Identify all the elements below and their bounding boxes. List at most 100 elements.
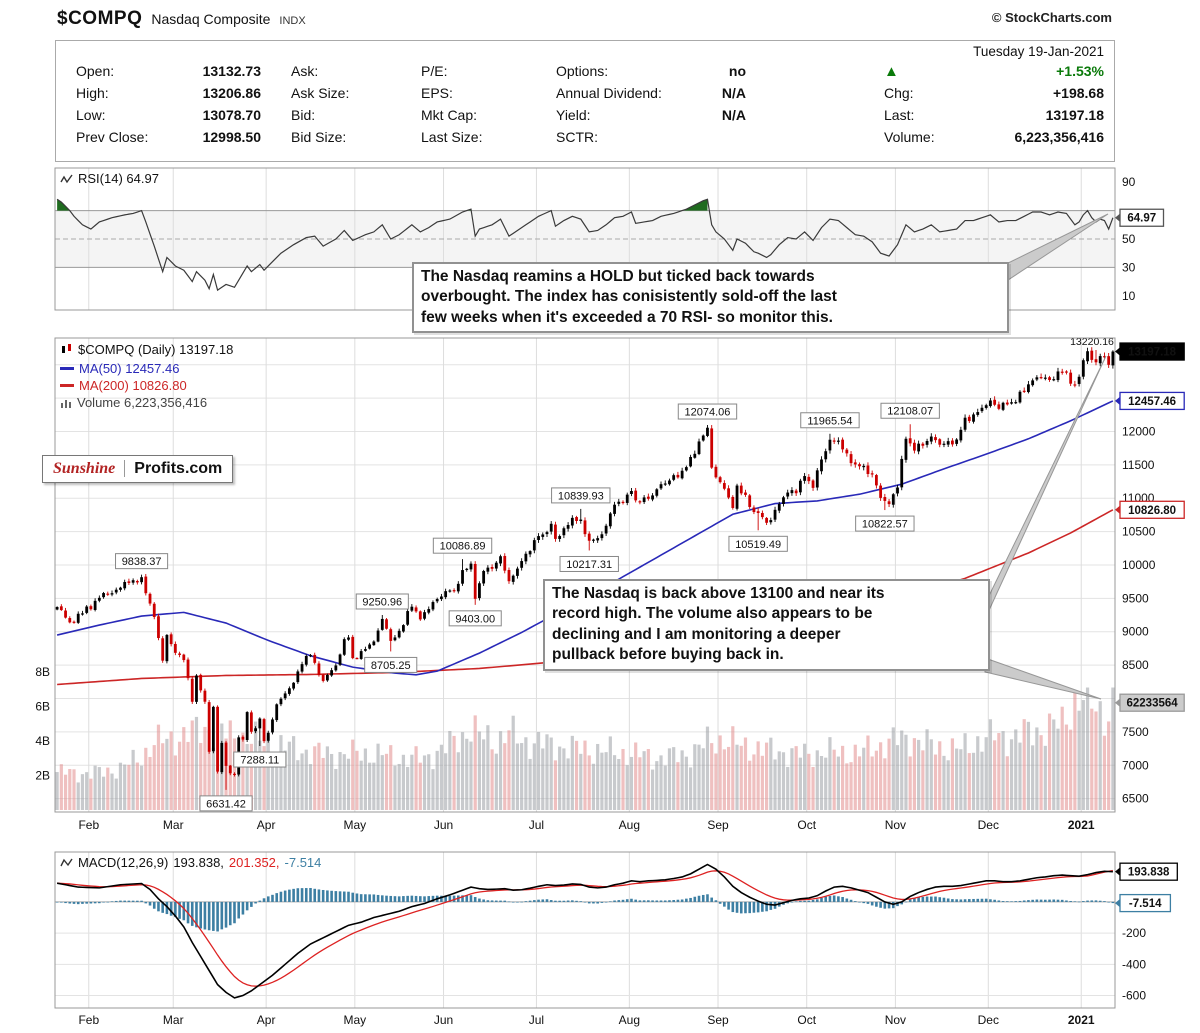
macd-legend-label: MACD(12,26,9) bbox=[78, 855, 169, 870]
ma200-legend: MA(200) 10826.80 bbox=[60, 378, 187, 393]
exchange-label: INDX bbox=[279, 15, 306, 27]
rsi-indicator-icon bbox=[60, 174, 73, 183]
svg-text:13197.18: 13197.18 bbox=[1128, 347, 1177, 359]
svg-text:10: 10 bbox=[1122, 289, 1136, 303]
quote-label: Chg: bbox=[884, 85, 914, 101]
macd-indicator-icon bbox=[60, 858, 73, 866]
volume-legend: Volume 6,223,356,416 bbox=[60, 395, 207, 410]
ma50-line-icon bbox=[60, 367, 74, 370]
macd-hist-value: -7.514 bbox=[284, 855, 322, 870]
svg-text:10839.93: 10839.93 bbox=[558, 490, 604, 502]
svg-text:12108.07: 12108.07 bbox=[887, 406, 933, 418]
svg-text:9403.00: 9403.00 bbox=[455, 613, 495, 625]
quote-value: 13206.86 bbox=[202, 85, 261, 101]
svg-text:9250.96: 9250.96 bbox=[362, 596, 402, 608]
svg-text:May: May bbox=[344, 1013, 367, 1027]
quote-label: Last Size: bbox=[421, 129, 483, 145]
svg-text:Oct: Oct bbox=[797, 818, 816, 832]
volume-bars-icon bbox=[61, 400, 71, 408]
up-triangle-icon: ▲ bbox=[884, 63, 899, 80]
quote-value: 13197.18 bbox=[1045, 107, 1104, 123]
svg-text:Jul: Jul bbox=[529, 818, 544, 832]
ma200-line-icon bbox=[60, 384, 74, 387]
quote-value: 12998.50 bbox=[202, 129, 261, 145]
svg-text:6631.42: 6631.42 bbox=[206, 798, 246, 810]
quote-date: Tuesday 19-Jan-2021 bbox=[973, 44, 1104, 59]
svg-text:Feb: Feb bbox=[78, 818, 99, 832]
quote-label: Volume: bbox=[884, 129, 935, 145]
svg-text:13220.16: 13220.16 bbox=[1070, 336, 1114, 348]
svg-text:62233564: 62233564 bbox=[1127, 698, 1179, 710]
svg-text:6500: 6500 bbox=[1122, 792, 1149, 806]
symbol: $COMPQ bbox=[57, 8, 143, 29]
svg-text:8705.25: 8705.25 bbox=[371, 660, 411, 672]
quote-value: 13078.70 bbox=[202, 107, 261, 123]
svg-text:7000: 7000 bbox=[1122, 758, 1149, 772]
stockcharts-brand: © StockCharts.com bbox=[991, 10, 1112, 25]
svg-text:Mar: Mar bbox=[163, 818, 184, 832]
symbol-name: Nasdaq Composite bbox=[151, 11, 271, 27]
macd-value: 193.838, bbox=[173, 855, 224, 870]
quote-label: Ask: bbox=[291, 63, 319, 79]
svg-text:Jun: Jun bbox=[434, 1013, 453, 1027]
quote-label: EPS: bbox=[421, 85, 453, 101]
quote-label: Open: bbox=[76, 63, 115, 79]
rsi-annotation-line: The Nasdaq reamins a HOLD but ticked bac… bbox=[421, 268, 815, 285]
price-annotation-line: pullback before buying back in. bbox=[552, 646, 784, 664]
quote-label: Annual Dividend: bbox=[556, 85, 662, 101]
ma50-legend: MA(50) 12457.46 bbox=[60, 361, 179, 376]
ma50-legend-label: MA(50) 12457.46 bbox=[79, 361, 180, 376]
svg-text:Dec: Dec bbox=[978, 1013, 999, 1027]
quote-value: N/A bbox=[721, 85, 746, 101]
quote-label: Bid: bbox=[291, 107, 316, 123]
title-bar: $COMPQ Nasdaq Composite INDX bbox=[57, 8, 306, 30]
svg-text:Apr: Apr bbox=[257, 818, 276, 832]
quote-value: no bbox=[728, 63, 746, 79]
svg-text:11965.54: 11965.54 bbox=[807, 415, 852, 427]
svg-text:Feb: Feb bbox=[78, 1013, 99, 1027]
price-annotation: The Nasdaq is back above 13100 and near … bbox=[543, 579, 990, 671]
logo-sunshine: Sunshine bbox=[53, 460, 126, 477]
svg-text:Nov: Nov bbox=[885, 818, 906, 832]
quote-label: P/E: bbox=[421, 63, 448, 79]
price-legend-title: $COMPQ (Daily) 13197.18 bbox=[60, 342, 233, 357]
svg-text:11500: 11500 bbox=[1122, 458, 1155, 472]
svg-text:Sep: Sep bbox=[707, 1013, 729, 1027]
rsi-annotation: The Nasdaq reamins a HOLD but ticked bac… bbox=[412, 262, 1009, 334]
quote-label: Bid Size: bbox=[291, 129, 347, 145]
svg-text:6B: 6B bbox=[35, 700, 50, 714]
quote-value: +1.53% bbox=[1056, 63, 1104, 79]
quote-value: +198.68 bbox=[1053, 85, 1104, 101]
svg-text:Nov: Nov bbox=[885, 1013, 906, 1027]
svg-text:Dec: Dec bbox=[978, 818, 999, 832]
svg-text:8B: 8B bbox=[35, 665, 50, 679]
volume-legend-label: Volume 6,223,356,416 bbox=[77, 395, 208, 410]
svg-text:10217.31: 10217.31 bbox=[566, 559, 612, 571]
candlestick-icon bbox=[62, 344, 71, 353]
svg-text:Jun: Jun bbox=[434, 818, 453, 832]
quote-label: Prev Close: bbox=[76, 129, 149, 145]
svg-text:2021: 2021 bbox=[1068, 818, 1095, 832]
rsi-legend-label: RSI(14) 64.97 bbox=[78, 171, 159, 186]
svg-text:9500: 9500 bbox=[1122, 591, 1149, 605]
svg-text:7500: 7500 bbox=[1122, 725, 1149, 739]
price-legend-label: $COMPQ (Daily) 13197.18 bbox=[78, 342, 234, 357]
svg-text:12074.06: 12074.06 bbox=[685, 407, 731, 419]
svg-text:193.838: 193.838 bbox=[1128, 867, 1170, 879]
quote-label: Low: bbox=[76, 107, 106, 123]
svg-text:-600: -600 bbox=[1122, 989, 1146, 1003]
svg-text:12000: 12000 bbox=[1122, 424, 1156, 438]
price-annotation-line: The Nasdaq is back above 13100 and near … bbox=[552, 585, 885, 602]
svg-text:9838.37: 9838.37 bbox=[122, 556, 162, 568]
quote-value: 13132.73 bbox=[202, 63, 261, 79]
svg-text:4B: 4B bbox=[35, 734, 50, 748]
svg-text:Sep: Sep bbox=[707, 818, 729, 832]
svg-text:Oct: Oct bbox=[797, 1013, 816, 1027]
quote-label: Last: bbox=[884, 107, 915, 123]
svg-text:Jul: Jul bbox=[529, 1013, 544, 1027]
price-annotation-line: declining and I am monitoring a deeper bbox=[552, 625, 841, 643]
quote-label: Yield: bbox=[556, 107, 591, 123]
rsi-annotation-line: overbought. The index has conisistently … bbox=[421, 288, 837, 306]
quote-label: Mkt Cap: bbox=[421, 107, 478, 123]
svg-text:64.97: 64.97 bbox=[1127, 213, 1156, 225]
